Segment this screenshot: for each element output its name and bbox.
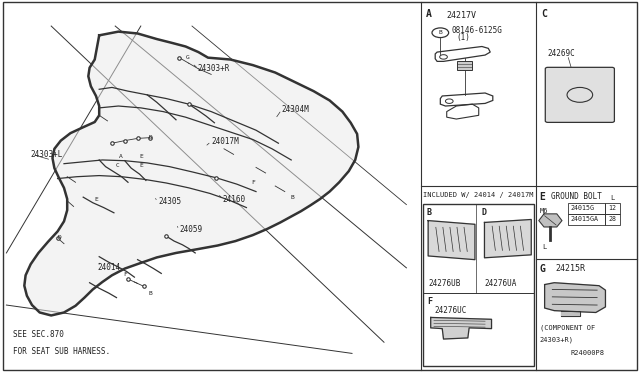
Text: M6: M6 bbox=[540, 208, 548, 214]
Text: (1): (1) bbox=[456, 33, 470, 42]
Text: B: B bbox=[427, 208, 432, 217]
Text: 24305: 24305 bbox=[158, 197, 181, 206]
Polygon shape bbox=[24, 32, 358, 315]
Text: GROUND BOLT: GROUND BOLT bbox=[551, 192, 602, 201]
Bar bbox=[457, 61, 472, 70]
Text: (COMPONENT OF: (COMPONENT OF bbox=[540, 325, 595, 331]
Text: 24276UC: 24276UC bbox=[435, 306, 467, 315]
FancyBboxPatch shape bbox=[545, 67, 614, 122]
Text: A: A bbox=[426, 9, 432, 19]
Text: G: G bbox=[540, 264, 545, 274]
Text: E: E bbox=[540, 192, 545, 202]
Text: A: A bbox=[118, 154, 122, 159]
Text: 24017M: 24017M bbox=[211, 137, 239, 146]
Text: 24276UA: 24276UA bbox=[484, 279, 517, 288]
Text: E: E bbox=[140, 163, 143, 168]
Text: 24269C: 24269C bbox=[548, 49, 575, 58]
Text: SEE SEC.870: SEE SEC.870 bbox=[13, 330, 63, 339]
Text: C: C bbox=[115, 163, 119, 168]
Text: 28: 28 bbox=[609, 217, 616, 222]
Text: 24276UB: 24276UB bbox=[428, 279, 461, 288]
Text: L: L bbox=[611, 195, 614, 201]
Polygon shape bbox=[545, 283, 605, 312]
Bar bbox=[605, 214, 620, 225]
Bar bbox=[605, 203, 620, 214]
Text: F: F bbox=[427, 297, 432, 306]
Polygon shape bbox=[431, 317, 492, 339]
Text: D: D bbox=[481, 208, 486, 217]
Text: E: E bbox=[95, 196, 99, 202]
Text: 12: 12 bbox=[609, 205, 616, 211]
Text: D: D bbox=[58, 235, 61, 240]
Text: C: C bbox=[541, 9, 547, 19]
Text: 24015GA: 24015GA bbox=[570, 217, 598, 222]
Text: INCLUDED W/ 24014 / 24017M: INCLUDED W/ 24014 / 24017M bbox=[423, 192, 534, 198]
Text: 24303+L: 24303+L bbox=[31, 150, 63, 159]
Text: 24059: 24059 bbox=[179, 225, 202, 234]
Text: R24000P8: R24000P8 bbox=[570, 350, 604, 356]
Text: G: G bbox=[186, 55, 189, 60]
Text: 08146-6125G: 08146-6125G bbox=[452, 26, 502, 35]
Text: 24014: 24014 bbox=[97, 263, 120, 272]
Polygon shape bbox=[484, 219, 531, 258]
Polygon shape bbox=[561, 311, 580, 316]
Text: F: F bbox=[123, 272, 127, 277]
Bar bbox=[568, 203, 605, 214]
Text: B: B bbox=[291, 195, 294, 200]
Text: F: F bbox=[252, 180, 255, 185]
Text: 24217V: 24217V bbox=[447, 11, 477, 20]
Polygon shape bbox=[539, 214, 562, 227]
Text: 24215R: 24215R bbox=[556, 264, 586, 273]
Bar bbox=[568, 214, 605, 225]
Bar bbox=[423, 204, 534, 366]
Text: FOR SEAT SUB HARNESS.: FOR SEAT SUB HARNESS. bbox=[13, 347, 110, 356]
Text: B: B bbox=[148, 291, 152, 296]
Text: 24303+R): 24303+R) bbox=[540, 337, 573, 343]
Text: E: E bbox=[140, 154, 143, 159]
Text: 24015G: 24015G bbox=[570, 205, 595, 211]
Text: D: D bbox=[149, 135, 153, 140]
Polygon shape bbox=[428, 221, 475, 260]
Text: L: L bbox=[543, 244, 547, 250]
Text: 24303+R: 24303+R bbox=[197, 64, 230, 73]
Text: 24160: 24160 bbox=[223, 195, 246, 203]
Text: 24304M: 24304M bbox=[282, 105, 309, 114]
Text: B: B bbox=[438, 30, 442, 35]
